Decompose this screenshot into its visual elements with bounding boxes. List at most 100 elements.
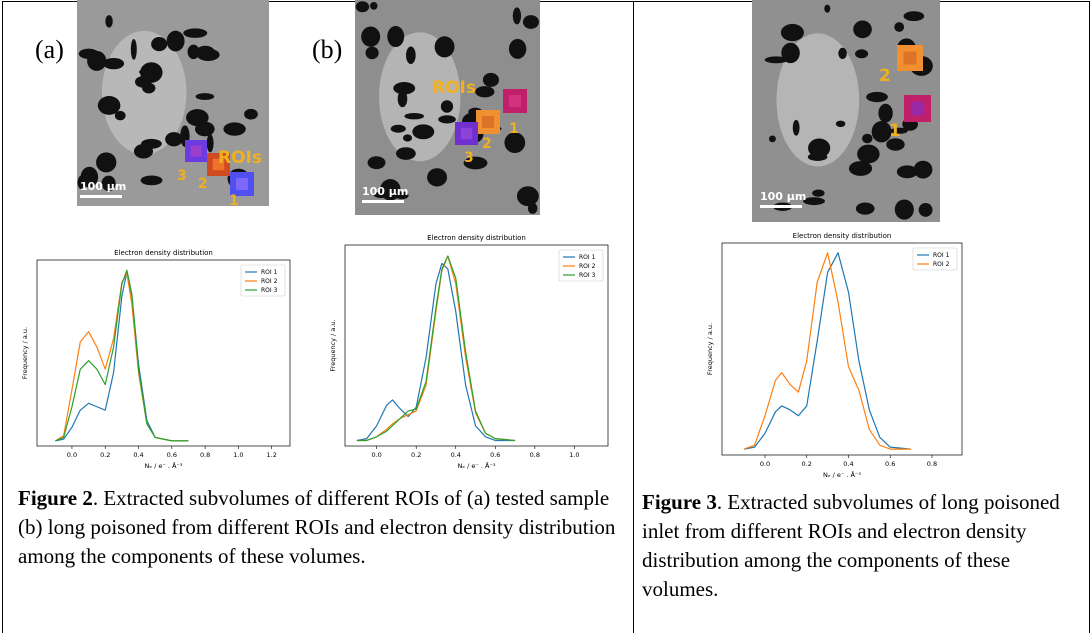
table-border bbox=[2, 1, 1089, 2]
roi-square-texture bbox=[910, 101, 925, 116]
plot-frame bbox=[36, 259, 291, 447]
pore bbox=[896, 165, 918, 179]
pore bbox=[903, 11, 925, 22]
pore bbox=[195, 93, 215, 101]
scale-bar bbox=[760, 205, 802, 208]
roi-number: 2 bbox=[198, 176, 208, 192]
scale-bar bbox=[362, 200, 404, 203]
pore bbox=[370, 1, 378, 10]
x-tick-label: 0.4 bbox=[451, 451, 461, 459]
pore bbox=[183, 28, 208, 38]
pore bbox=[913, 160, 933, 179]
pore bbox=[824, 4, 831, 13]
pore bbox=[387, 25, 405, 48]
pore bbox=[848, 161, 873, 176]
table-border bbox=[2, 1, 3, 633]
pore bbox=[96, 152, 117, 173]
x-tick-label: 0.4 bbox=[133, 451, 143, 459]
scale-bar-label: 100 µm bbox=[760, 190, 806, 203]
pore bbox=[402, 134, 413, 142]
roi-square-texture bbox=[212, 158, 225, 171]
roi-square-texture bbox=[482, 116, 494, 128]
pore bbox=[835, 120, 846, 128]
pore bbox=[367, 156, 386, 170]
pore bbox=[768, 135, 776, 143]
y-axis-label: Frequency / a.u. bbox=[21, 327, 29, 379]
pore bbox=[508, 38, 527, 59]
x-tick-label: 0.6 bbox=[167, 451, 177, 459]
pore bbox=[504, 132, 526, 153]
pore bbox=[223, 122, 246, 136]
roi-square-texture bbox=[190, 145, 202, 157]
scale-bar bbox=[80, 195, 122, 198]
x-tick-label: 0.0 bbox=[67, 451, 77, 459]
pore bbox=[355, 1, 370, 13]
pore bbox=[482, 72, 499, 87]
pore bbox=[463, 156, 488, 170]
x-tick-label: 0.4 bbox=[843, 460, 853, 468]
pore bbox=[838, 47, 847, 59]
legend-label: ROI 2 bbox=[933, 261, 950, 268]
x-axis-label: Nₑ / e⁻ . Å⁻³ bbox=[457, 461, 495, 470]
pore bbox=[792, 119, 800, 136]
pore bbox=[890, 127, 908, 134]
table-border bbox=[1089, 1, 1090, 633]
roi-square-texture bbox=[509, 95, 521, 107]
pore bbox=[396, 147, 416, 160]
roi-title: ROIs bbox=[432, 78, 476, 98]
pore bbox=[855, 49, 869, 59]
x-tick-label: 1.0 bbox=[233, 451, 243, 459]
x-tick-label: 1.2 bbox=[267, 451, 277, 459]
pore bbox=[186, 109, 209, 127]
pore bbox=[764, 56, 788, 64]
pore bbox=[918, 203, 933, 217]
pore bbox=[475, 86, 495, 98]
pore bbox=[406, 46, 416, 65]
legend-label: ROI 2 bbox=[579, 263, 596, 270]
pore bbox=[878, 103, 893, 123]
roi-number: 3 bbox=[177, 168, 187, 184]
micrograph bbox=[77, 0, 269, 206]
pore bbox=[871, 121, 892, 143]
chart-title: Electron density distribution bbox=[427, 234, 526, 242]
pore bbox=[512, 7, 522, 25]
caption: Figure 3. Extracted subvolumes of long p… bbox=[642, 488, 1087, 604]
data-line bbox=[55, 271, 189, 442]
legend-label: ROI 3 bbox=[261, 287, 278, 294]
legend-label: ROI 3 bbox=[579, 272, 596, 279]
pore bbox=[195, 45, 216, 60]
pore bbox=[114, 110, 126, 121]
pore bbox=[361, 26, 381, 47]
pore bbox=[812, 189, 825, 197]
roi-number: 1 bbox=[509, 121, 519, 137]
pore bbox=[894, 199, 914, 220]
pore bbox=[803, 197, 825, 206]
x-tick-label: 1.0 bbox=[569, 451, 579, 459]
pore bbox=[101, 175, 116, 192]
roi-number: 3 bbox=[464, 150, 474, 166]
roi-number: 2 bbox=[482, 136, 492, 152]
panel-label: (b) bbox=[312, 35, 342, 64]
caption-label: Figure 3 bbox=[642, 490, 717, 514]
roi-square-texture bbox=[236, 178, 248, 190]
pore bbox=[440, 100, 454, 113]
legend-label: ROI 1 bbox=[261, 269, 278, 276]
pore bbox=[894, 22, 905, 32]
data-line bbox=[356, 255, 516, 442]
x-axis-label: Nₑ / e⁻ . Å⁻³ bbox=[144, 461, 182, 470]
data-line bbox=[356, 262, 516, 442]
x-tick-label: 0.2 bbox=[100, 451, 110, 459]
data-line bbox=[55, 269, 189, 442]
roi-title: ROIs bbox=[218, 148, 262, 168]
y-axis-label: Frequency / a.u. bbox=[706, 323, 714, 375]
chart-title: Electron density distribution bbox=[114, 249, 213, 257]
pore bbox=[857, 144, 880, 164]
caption-text: . Extracted subvolumes of long poisoned … bbox=[642, 490, 1060, 601]
pore bbox=[166, 30, 185, 52]
plot-frame bbox=[721, 242, 963, 456]
roi-number: 2 bbox=[879, 66, 891, 86]
pore bbox=[130, 39, 137, 60]
pore bbox=[807, 152, 828, 161]
x-tick-label: 0.6 bbox=[885, 460, 895, 468]
